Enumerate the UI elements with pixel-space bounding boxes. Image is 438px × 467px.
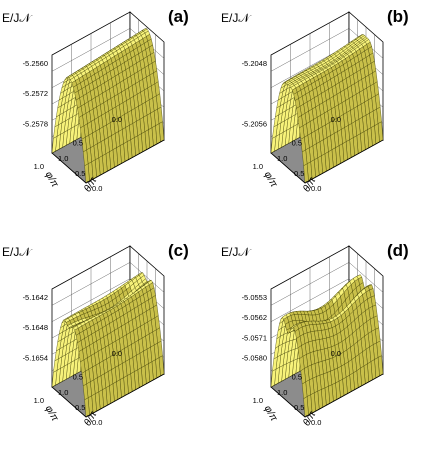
floor-edge (270, 386, 306, 418)
surface-mesh (270, 34, 384, 184)
z-axis-label: E/J𝒩 (2, 11, 33, 25)
z-tick-label: -5.2560 (23, 59, 48, 68)
x-axis-label: φ/π (43, 404, 61, 424)
x-tick-label: 1.0 (253, 162, 263, 171)
panel-a: -5.2560 -5.2572 -5.2578 0.0 0.5 1.0 0.0 0.5 1.0 φ… (0, 0, 219, 233)
z-tick-label: -5.0571 (242, 333, 267, 342)
y-tick-label: 0.5 (294, 169, 304, 178)
x-axis-label: φ/π (43, 170, 61, 190)
panel-d: -5.0553 -5.0562 -5.0571 -5.0580 0.0 0.5 1.0 0.0… (219, 234, 438, 467)
z-tick-label: -5.0553 (242, 293, 267, 302)
y-tick-label: 1.0 (58, 388, 68, 397)
y-tick-label: 0.0 (92, 418, 102, 427)
panel-label: (b) (387, 7, 409, 26)
y-tick-label: 0.5 (75, 403, 85, 412)
y-tick-label: 0.5 (294, 403, 304, 412)
z-axis-label: E/J𝒩 (221, 245, 252, 259)
chart-svg: -5.1642-5.1648-5.16540.00.51.00.00.51.0φ… (2, 241, 189, 428)
floor-edge (304, 139, 384, 184)
z-tick-label: -5.1654 (23, 354, 48, 363)
y-tick-label: 0.5 (75, 169, 85, 178)
chart-svg: -5.2560-5.2572-5.25780.00.51.00.00.51.0φ… (2, 7, 189, 194)
surface-mesh (270, 274, 384, 418)
x-tick-label: 0.0 (331, 349, 341, 358)
panel-c: -5.1642 -5.1648 -5.1654 0.0 0.5 1.0 0.0 0.5 1.0 φ… (0, 234, 219, 467)
x-axis-label: φ/π (262, 170, 280, 190)
floor-edge (85, 139, 165, 184)
floor-edge (85, 373, 165, 418)
y-tick-label: 1.0 (58, 154, 68, 163)
z-axis-label: E/J𝒩 (221, 11, 252, 25)
surface-mesh (51, 28, 165, 184)
floor-edge (51, 386, 87, 418)
y-tick-label: 0.0 (311, 418, 321, 427)
x-axis-label: φ/π (262, 404, 280, 424)
panel-label: (c) (168, 241, 189, 260)
x-tick-label: 0.5 (292, 373, 302, 382)
chart-svg: -5.0553 -5.0562 -5.0571 -5.0580 0.0 0.5 1.0 0.0… (221, 241, 409, 428)
y-tick-label: 1.0 (277, 154, 287, 163)
z-tick-label: -5.0562 (242, 313, 267, 322)
z-tick-label: -5.2578 (23, 120, 48, 129)
z-tick-label: -5.1642 (23, 293, 48, 302)
panel-label: (a) (168, 7, 189, 26)
z-tick-label: -5.0580 (242, 354, 267, 363)
panel-b: -5.2048 -5.2056 0.0 0.5 1.0 0.0 0.5 1.0 φ/π θ/π E/… (219, 0, 438, 233)
x-tick-label: 1.0 (34, 396, 44, 405)
y-tick-label: 0.0 (92, 184, 102, 193)
y-tick-label: 0.0 (311, 184, 321, 193)
x-tick-label: 0.5 (73, 139, 83, 148)
x-tick-label: 1.0 (34, 162, 44, 171)
floor-edge (304, 373, 384, 418)
surface-mesh (51, 271, 165, 418)
x-tick-label: 0.0 (331, 115, 341, 124)
z-axis-label: E/J𝒩 (2, 245, 33, 259)
x-tick-label: 0.5 (73, 373, 83, 382)
y-tick-label: 1.0 (277, 388, 287, 397)
panel-label: (d) (387, 241, 409, 260)
z-tick-label: -5.1648 (23, 323, 48, 332)
x-tick-label: 0.5 (292, 139, 302, 148)
z-tick-label: -5.2572 (23, 89, 48, 98)
x-tick-label: 1.0 (253, 396, 263, 405)
x-tick-label: 0.0 (112, 349, 122, 358)
floor-edge (270, 152, 306, 184)
floor-edge (51, 152, 87, 184)
z-tick-label: -5.2056 (242, 120, 267, 129)
z-tick-label: -5.2048 (242, 59, 267, 68)
x-tick-label: 0.0 (112, 115, 122, 124)
